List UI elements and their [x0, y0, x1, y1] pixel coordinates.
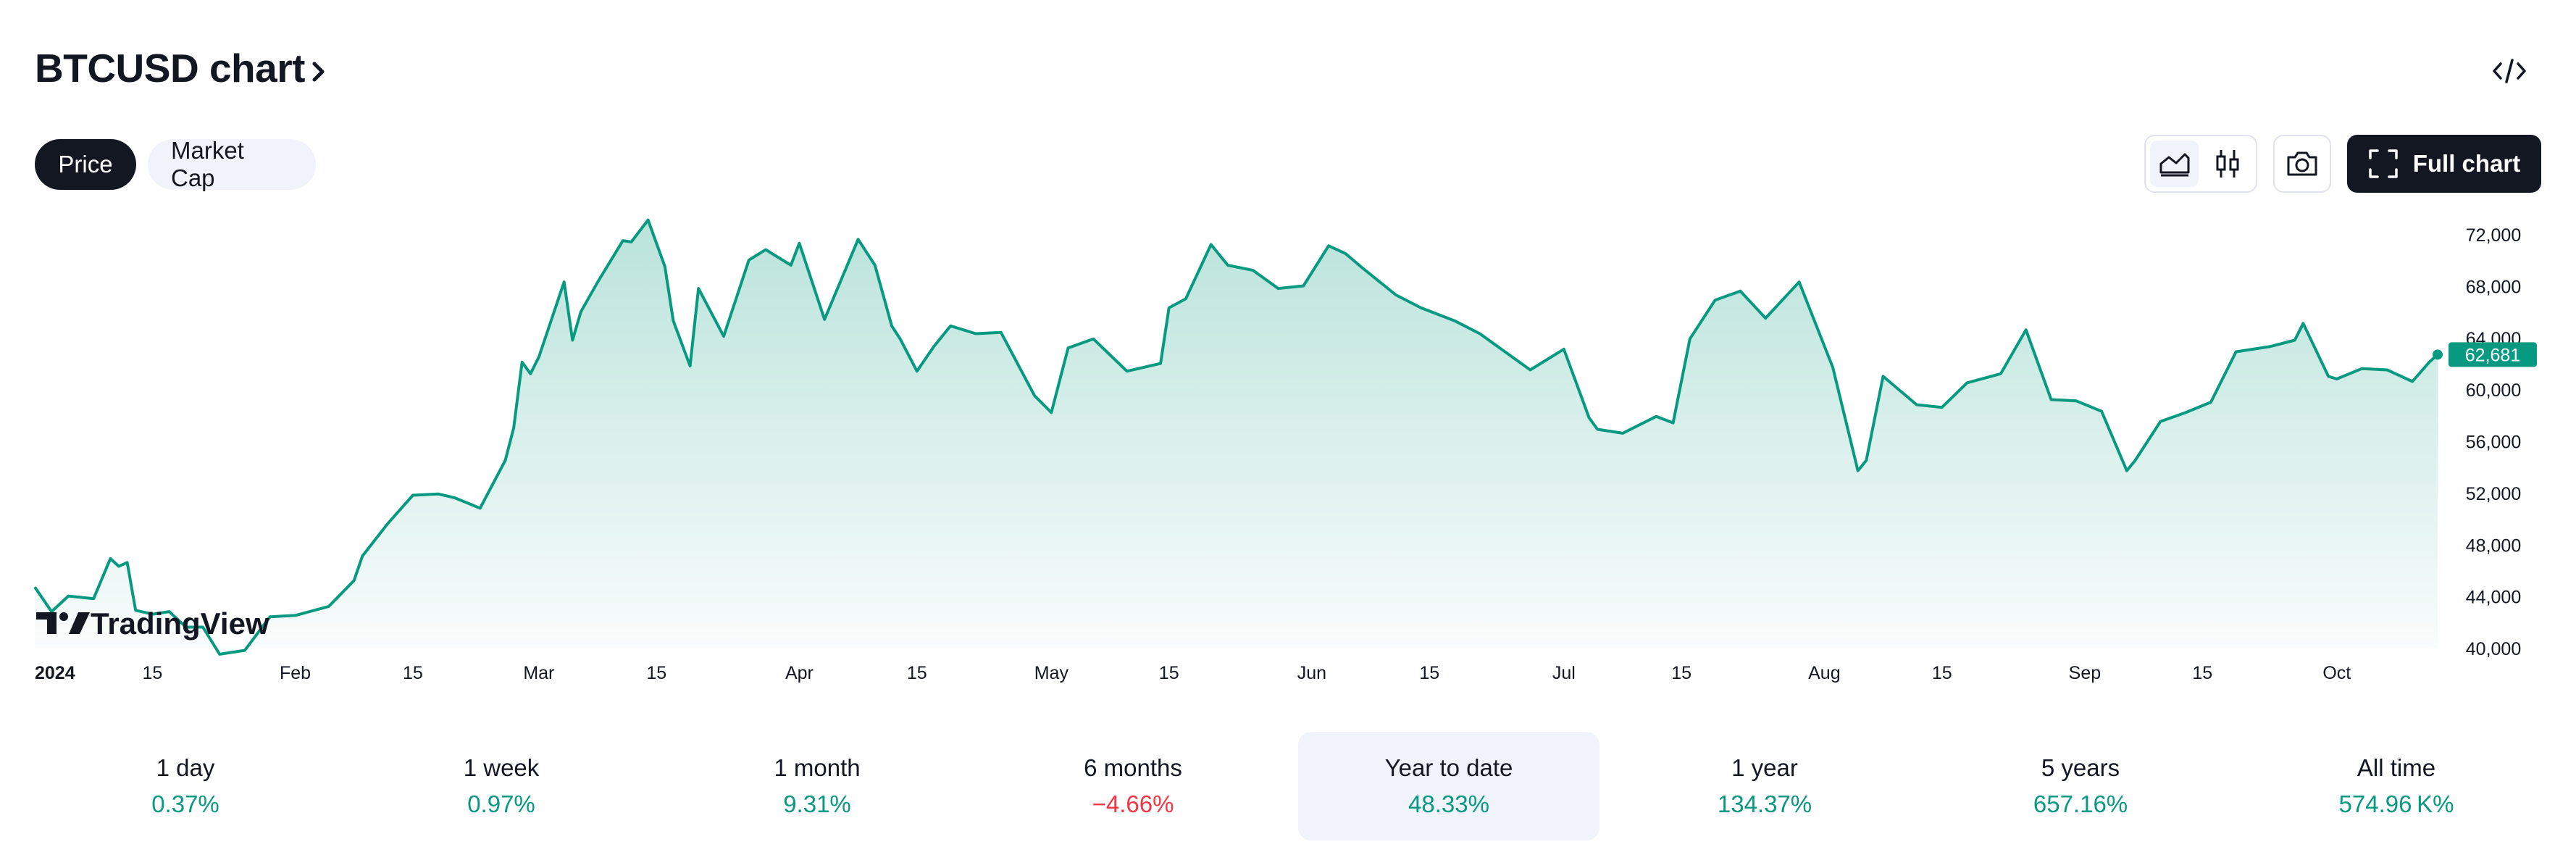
plot-area [33, 218, 2443, 656]
last-price-label: 62,681 [2465, 345, 2520, 365]
area-chart-button[interactable] [2150, 141, 2199, 187]
period-label: Year to date [1384, 754, 1513, 781]
price-chart[interactable]: 72,00068,00064,00060,00056,00052,00048,0… [0, 217, 2576, 696]
period-label: 6 months [1084, 754, 1182, 781]
x-tick-label: Mar [523, 663, 554, 683]
candles-button[interactable] [2203, 141, 2251, 187]
price-line [33, 218, 2439, 656]
price-area-fill [35, 220, 2438, 654]
x-tick-label: Oct [2322, 663, 2351, 683]
chevron-right-icon [312, 62, 325, 82]
x-tick-label: 2024 [35, 663, 75, 683]
candles-icon [2216, 150, 2238, 178]
period-change-value: 48.33% [1408, 791, 1489, 817]
full-chart-label: Full chart [2412, 150, 2521, 177]
snapshot-button[interactable] [2273, 135, 2331, 193]
x-tick-label: 15 [907, 663, 927, 683]
period-change-value: −4.66% [1092, 791, 1174, 817]
full-chart-button[interactable]: Full chart [2347, 135, 2541, 193]
embed-code-button[interactable] [2489, 51, 2530, 91]
performance-period-button[interactable]: All time 574.96 K% [2246, 732, 2547, 841]
x-tick-label: Aug [1808, 663, 1840, 683]
tab-market-cap[interactable]: Market Cap [148, 137, 316, 191]
y-tick-label: 68,000 [2466, 278, 2521, 298]
y-axis: 72,00068,00064,00060,00056,00052,00048,0… [2449, 225, 2537, 659]
period-label: 5 years [2041, 754, 2120, 781]
y-tick-label: 48,000 [2466, 535, 2521, 556]
area-chart-icon [2159, 153, 2189, 177]
performance-period-button[interactable]: 5 years 657.16% [1930, 732, 2231, 841]
page-title: BTCUSD chart [35, 46, 305, 91]
x-tick-label: Jul [1552, 663, 1576, 683]
x-tick-label: 15 [403, 663, 423, 683]
x-tick-label: Feb [280, 663, 311, 683]
period-change-value: 574.96 K% [2338, 791, 2454, 817]
period-change-value: 0.97% [467, 791, 535, 817]
x-axis: 2024 15 Feb 15 Mar 15 Apr 15 May 15 Jun 15 Jul 15 Aug 1… [35, 663, 2351, 683]
x-tick-label: 15 [1671, 663, 1691, 683]
period-change-value: 9.31% [783, 791, 851, 817]
performance-period-button[interactable]: Year to date 48.33% [1298, 732, 1599, 841]
period-change-value: 0.37% [151, 791, 219, 817]
last-price-dot [2433, 349, 2443, 360]
y-tick-label: 56,000 [2466, 433, 2521, 453]
period-label: 1 day [156, 754, 215, 781]
y-tick-label: 60,000 [2466, 380, 2521, 401]
chart-type-toggle [2144, 135, 2257, 193]
watermark-text: TradingView [91, 606, 269, 641]
y-tick-label: 44,000 [2466, 588, 2521, 608]
x-tick-label: 15 [1159, 663, 1179, 683]
fullscreen-icon [2368, 149, 2398, 178]
x-tick-label: Jun [1297, 663, 1326, 683]
x-tick-label: 15 [142, 663, 162, 683]
x-tick-label: 15 [646, 663, 666, 683]
y-tick-label: 40,000 [2466, 639, 2521, 659]
tradingview-watermark: TradingView [36, 606, 269, 641]
chart-title-link[interactable]: BTCUSD chart [35, 45, 327, 91]
code-icon [2493, 59, 2526, 83]
x-tick-label: Apr [785, 663, 814, 683]
x-tick-label: May [1034, 663, 1069, 683]
tab-price[interactable]: Price [35, 139, 136, 190]
camera-icon [2287, 151, 2317, 176]
performance-period-button[interactable]: 1 day 0.37% [35, 732, 336, 841]
y-tick-label: 52,000 [2466, 484, 2521, 504]
period-label: 1 month [774, 754, 861, 781]
period-label: 1 week [463, 754, 540, 781]
x-tick-label: Sep [2069, 663, 2101, 683]
performance-period-button[interactable]: 1 year 134.37% [1614, 732, 1915, 841]
y-tick-label: 72,000 [2466, 225, 2521, 246]
performance-period-button[interactable]: 1 week 0.97% [351, 732, 652, 841]
x-tick-label: 15 [1419, 663, 1439, 683]
period-change-value: 134.37% [1717, 791, 1812, 817]
period-change-value: 657.16% [2033, 791, 2128, 817]
tradingview-logo-icon [36, 612, 90, 634]
performance-period-button[interactable]: 1 month 9.31% [666, 732, 968, 841]
x-tick-label: 15 [1932, 663, 1952, 683]
x-tick-label: 15 [2192, 663, 2212, 683]
period-label: All time [2357, 754, 2436, 781]
performance-period-button[interactable]: 6 months −4.66% [982, 732, 1284, 841]
last-price-badge [2449, 342, 2537, 367]
period-label: 1 year [1731, 754, 1798, 781]
